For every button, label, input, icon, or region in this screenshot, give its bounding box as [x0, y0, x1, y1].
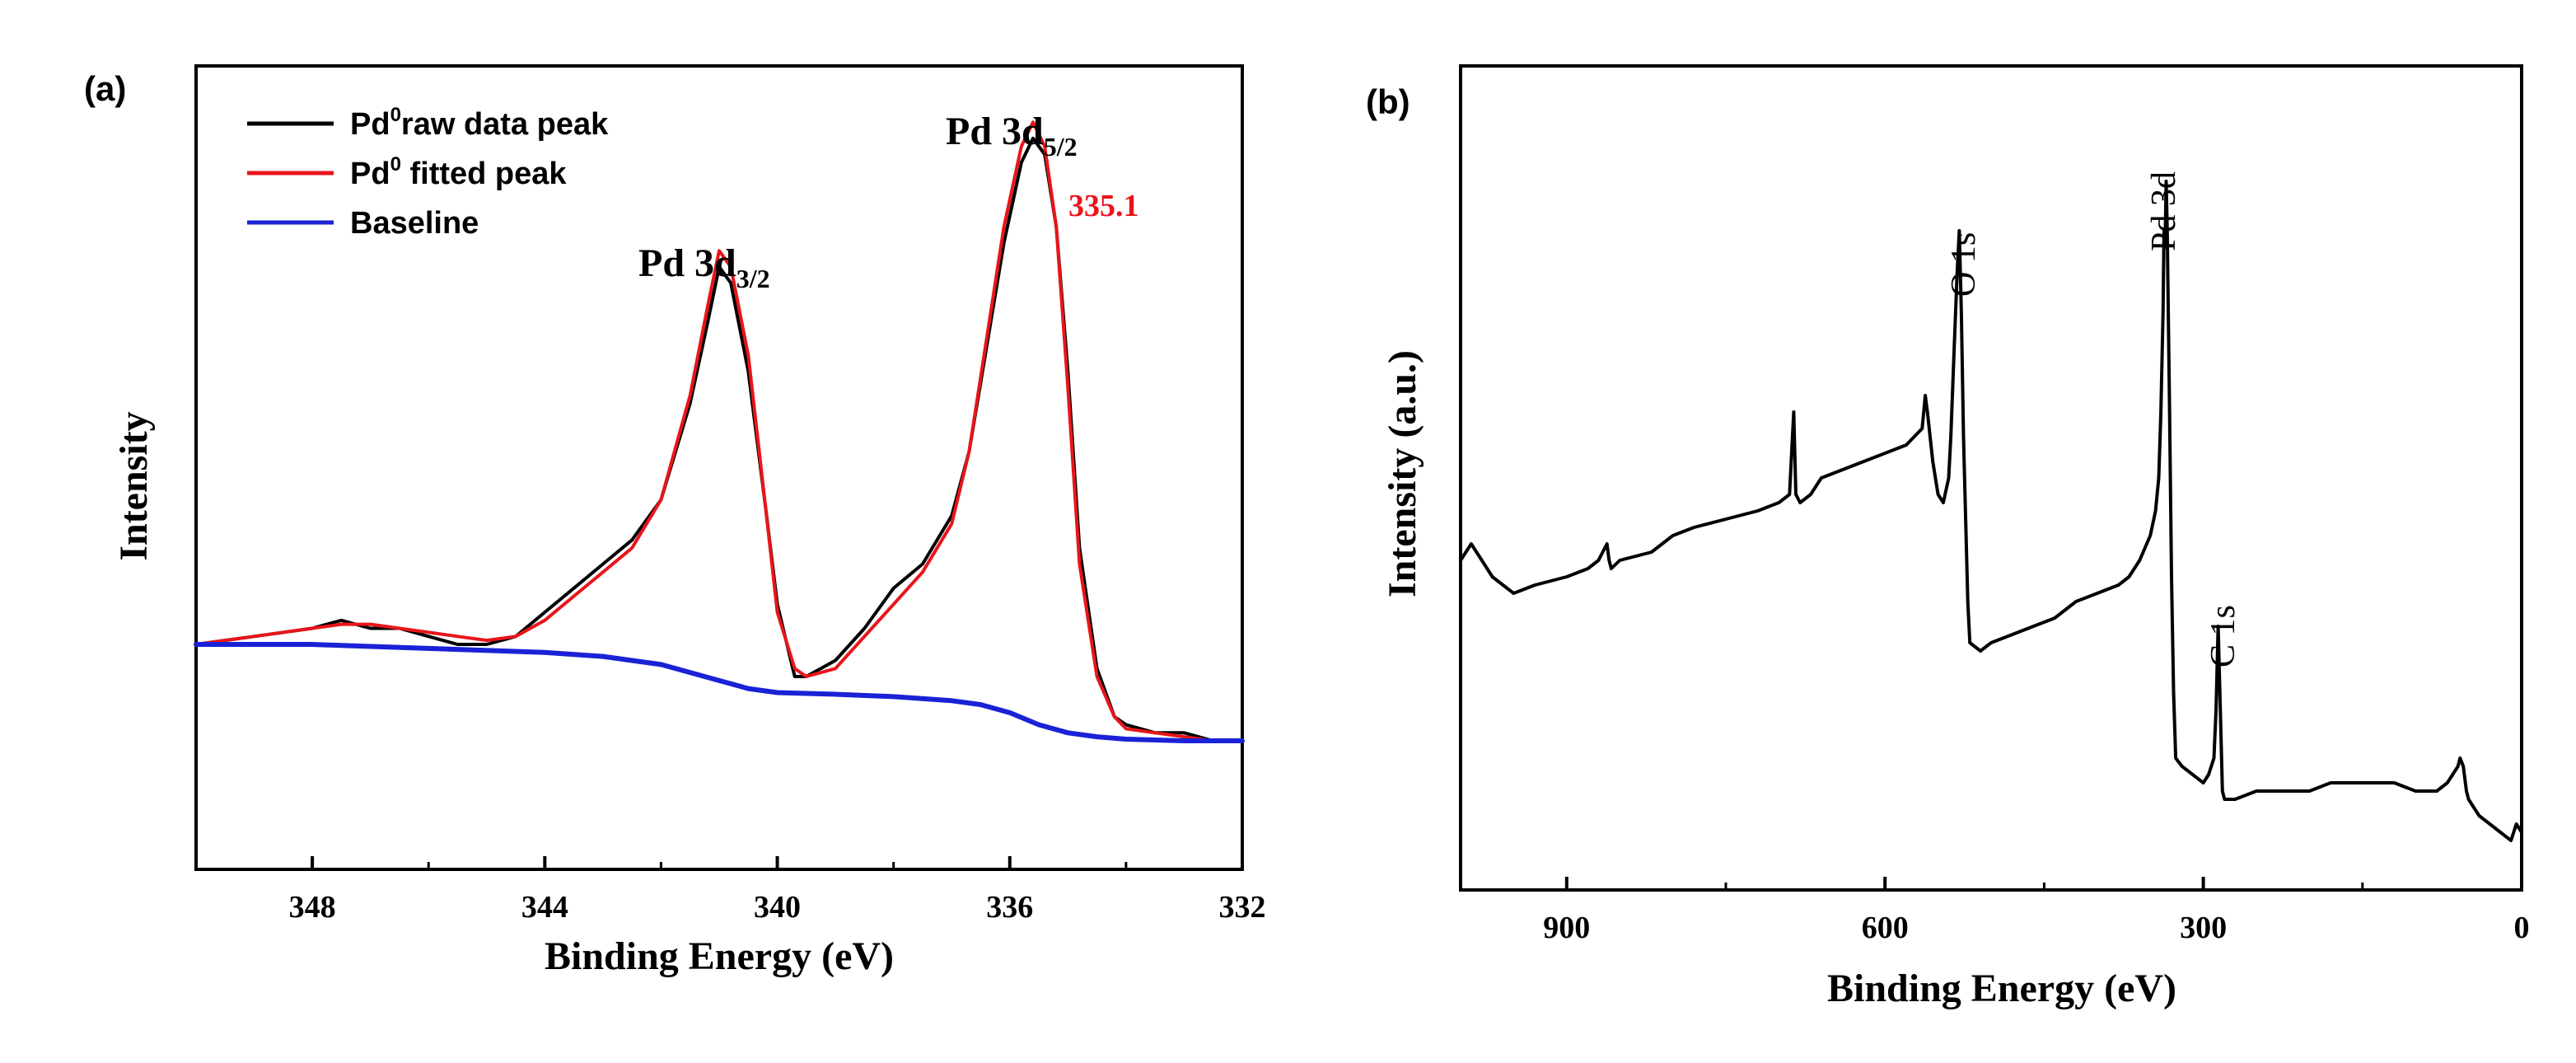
panel-b-frame — [1459, 64, 2523, 892]
panel-b: (b) 900 600 300 0 Binding Energy (eV) Inten… — [1366, 64, 2530, 1010]
panel-b-xtick-label-3: 0 — [2514, 911, 2530, 945]
panel-a-series — [194, 120, 1245, 743]
panel-b-series — [1459, 180, 2523, 842]
peak-value-annotation: 335.1 — [1068, 189, 1139, 223]
peak-label-pd3d32: Pd 3d3/2 — [638, 241, 770, 293]
panel-a-xlabel: Binding Energy (eV) — [545, 934, 894, 978]
survey-label-c1s: C 1s — [2204, 605, 2242, 667]
panel-a-xtick-label-2: 340 — [754, 890, 801, 925]
panel-a-label: (a) — [84, 69, 126, 108]
panel-a: (a) 348 344 340 336 332 Binding Energy (eV) … — [84, 64, 1266, 978]
peak-label-pd3d52: Pd 3d5/2 — [946, 110, 1078, 162]
panel-b-xtick-label-0: 900 — [1543, 911, 1590, 945]
panel-b-xlabel: Binding Energy (eV) — [1827, 967, 2176, 1010]
panel-a-xtick-label-3: 336 — [986, 890, 1033, 925]
panel-a-xtick-label-4: 332 — [1219, 890, 1266, 925]
panel-a-ylabel: Intensity — [112, 411, 156, 560]
legend-baseline-label: Baseline — [350, 206, 479, 241]
panel-b-ylabel: Intensity (a.u.) — [1381, 350, 1424, 597]
panel-a-series-fitted — [194, 120, 1244, 742]
panel-b-xtick-label-2: 300 — [2180, 911, 2227, 945]
panel-a-xtick-label-1: 344 — [521, 890, 568, 925]
panel-b-xticks: 900 600 300 0 — [1543, 877, 2530, 945]
panel-a-frame — [194, 64, 1244, 871]
panel-b-series-survey — [1459, 180, 2523, 842]
survey-label-pd3d: Pd 3d — [2145, 171, 2183, 251]
panel-a-xtick-label-0: 348 — [289, 890, 336, 925]
survey-label-o1s: O 1s — [1945, 232, 1983, 297]
legend-fitted-label: Pd0 fitted peak — [350, 153, 567, 191]
panel-b-xtick-label-1: 600 — [1862, 911, 1909, 945]
panel-a-legend: Pd0raw data peak Pd0 fitted peak Baselin… — [247, 104, 609, 241]
legend-raw-label: Pd0raw data peak — [350, 104, 609, 142]
panel-a-series-baseline — [194, 642, 1245, 743]
panel-b-label: (b) — [1366, 82, 1410, 121]
panel-a-xticks: 348 344 340 336 332 — [289, 856, 1266, 925]
